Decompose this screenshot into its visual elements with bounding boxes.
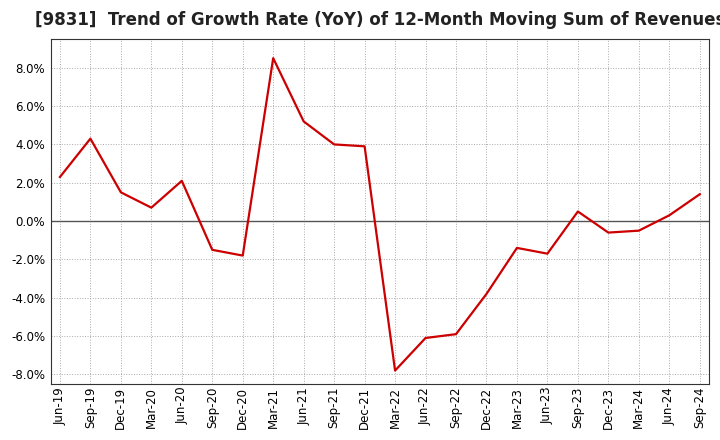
- Title: [9831]  Trend of Growth Rate (YoY) of 12-Month Moving Sum of Revenues: [9831] Trend of Growth Rate (YoY) of 12-…: [35, 11, 720, 29]
